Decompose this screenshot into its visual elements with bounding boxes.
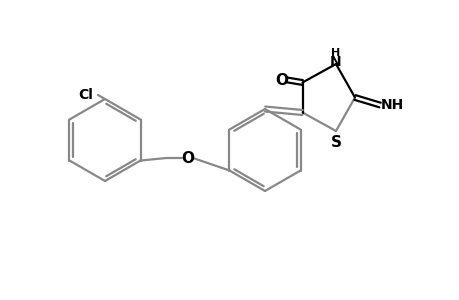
Text: S: S [330, 134, 341, 149]
Text: Cl: Cl [78, 88, 93, 102]
Text: N: N [329, 55, 341, 68]
Text: NH: NH [380, 98, 403, 112]
Text: H: H [330, 48, 339, 58]
Text: O: O [180, 151, 194, 166]
Text: O: O [274, 73, 287, 88]
